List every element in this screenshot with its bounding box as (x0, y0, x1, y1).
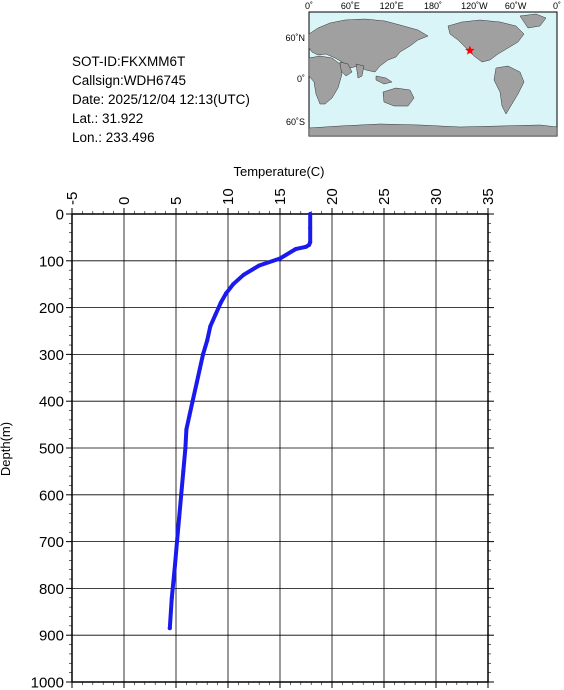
temperature-profile-point (278, 256, 282, 261)
map-lat-tick-label: 0˚ (297, 74, 305, 84)
temperature-profile-point (218, 300, 223, 305)
map-lon-tick-label: 120˚E (380, 1, 404, 11)
star-icon (465, 45, 475, 55)
map-lon-tick-label: 0˚ (305, 1, 313, 11)
x-tick-label: 5 (168, 197, 185, 205)
temperature-profile-point (194, 380, 199, 385)
temperature-profile-point (177, 516, 182, 521)
y-tick-label: 500 (39, 441, 64, 458)
y-tick-label: 1000 (31, 675, 64, 690)
temperature-profile-point (190, 399, 195, 404)
y-axis-title: Depth(m) (0, 422, 13, 476)
x-tick-label: 35 (480, 188, 497, 205)
temperature-profile-point (184, 427, 189, 432)
y-tick-label: 900 (39, 628, 64, 645)
temperature-profile-point (241, 272, 246, 277)
longitude-label: Lon.: 233.496 (72, 130, 155, 145)
map-lon-tick-label: 60˚W (505, 1, 527, 11)
temperature-profile-point (208, 324, 213, 329)
x-tick-label: -5 (64, 192, 81, 205)
map-lat-tick-label: 60˚N (285, 33, 305, 43)
map-lon-tick-label: 60˚E (341, 1, 360, 11)
temperature-profile-line (167, 212, 313, 631)
x-axis-title: Temperature(C) (233, 164, 324, 179)
temperature-profile-point (187, 413, 192, 418)
temperature-profile-point (175, 539, 180, 544)
date-label: Date: 2025/12/04 12:13(UTC) (72, 92, 250, 107)
temperature-profile-point (213, 312, 218, 317)
temperature-profile-point (172, 563, 177, 567)
temperature-profile-point (197, 366, 202, 371)
station-info: SOT-ID:FKXMM6T Callsign:WDH6745 Date: 20… (72, 52, 250, 147)
latitude-label: Lat.: 31.922 (72, 111, 144, 126)
location-map: 0˚ 60˚E 120˚E 180˚ 120˚W 60˚W 0˚ 60˚N 0˚ 60˚S (285, 1, 561, 137)
temperature-profile-point (201, 352, 206, 357)
temperature-profile-point (304, 244, 308, 249)
temperature-profile-point (179, 492, 184, 497)
temperature-profile-point (307, 242, 312, 247)
x-tick-label: 10 (220, 188, 237, 205)
y-tick-label: 700 (39, 534, 64, 551)
temperature-profile-point (169, 595, 174, 600)
tick-marks (66, 208, 494, 688)
y-tick-label: 800 (39, 581, 64, 598)
sot-id-label: SOT-ID:FKXMM6T (72, 54, 186, 69)
map-land (308, 13, 558, 137)
y-tick-label: 100 (39, 253, 64, 270)
y-tick-label: 400 (39, 394, 64, 411)
temperature-profile-point (293, 247, 298, 252)
y-tick-label: 600 (39, 487, 64, 504)
temperature-profile-point (231, 282, 236, 287)
y-tick-label: 200 (39, 300, 64, 317)
temperature-profile-point (308, 212, 313, 216)
x-tick-label: 15 (272, 188, 289, 205)
temperature-profile-point (205, 338, 210, 343)
temperature-profile-point (183, 446, 188, 450)
x-tick-label: 0 (116, 197, 133, 205)
x-tick-label: 25 (376, 188, 393, 205)
callsign-label: Callsign:WDH6745 (72, 73, 187, 88)
map-lon-tick-label: 180˚ (424, 1, 442, 11)
y-tick-label: 0 (56, 207, 64, 224)
temperature-profile-point (223, 291, 228, 296)
map-lon-tick-label: 120˚W (461, 1, 488, 11)
temperature-profile-point (167, 626, 172, 631)
temperature-profile-point (308, 226, 313, 231)
temperature-profile-point (257, 263, 262, 268)
map-lat-tick-label: 60˚S (286, 117, 305, 127)
x-tick-label: 20 (324, 188, 341, 205)
x-tick-label: 30 (428, 188, 445, 205)
grid-lines (72, 214, 488, 682)
map-lon-tick-label: 0˚ (553, 1, 561, 11)
temperature-profile-point (181, 469, 186, 474)
y-tick-label: 300 (39, 347, 64, 364)
